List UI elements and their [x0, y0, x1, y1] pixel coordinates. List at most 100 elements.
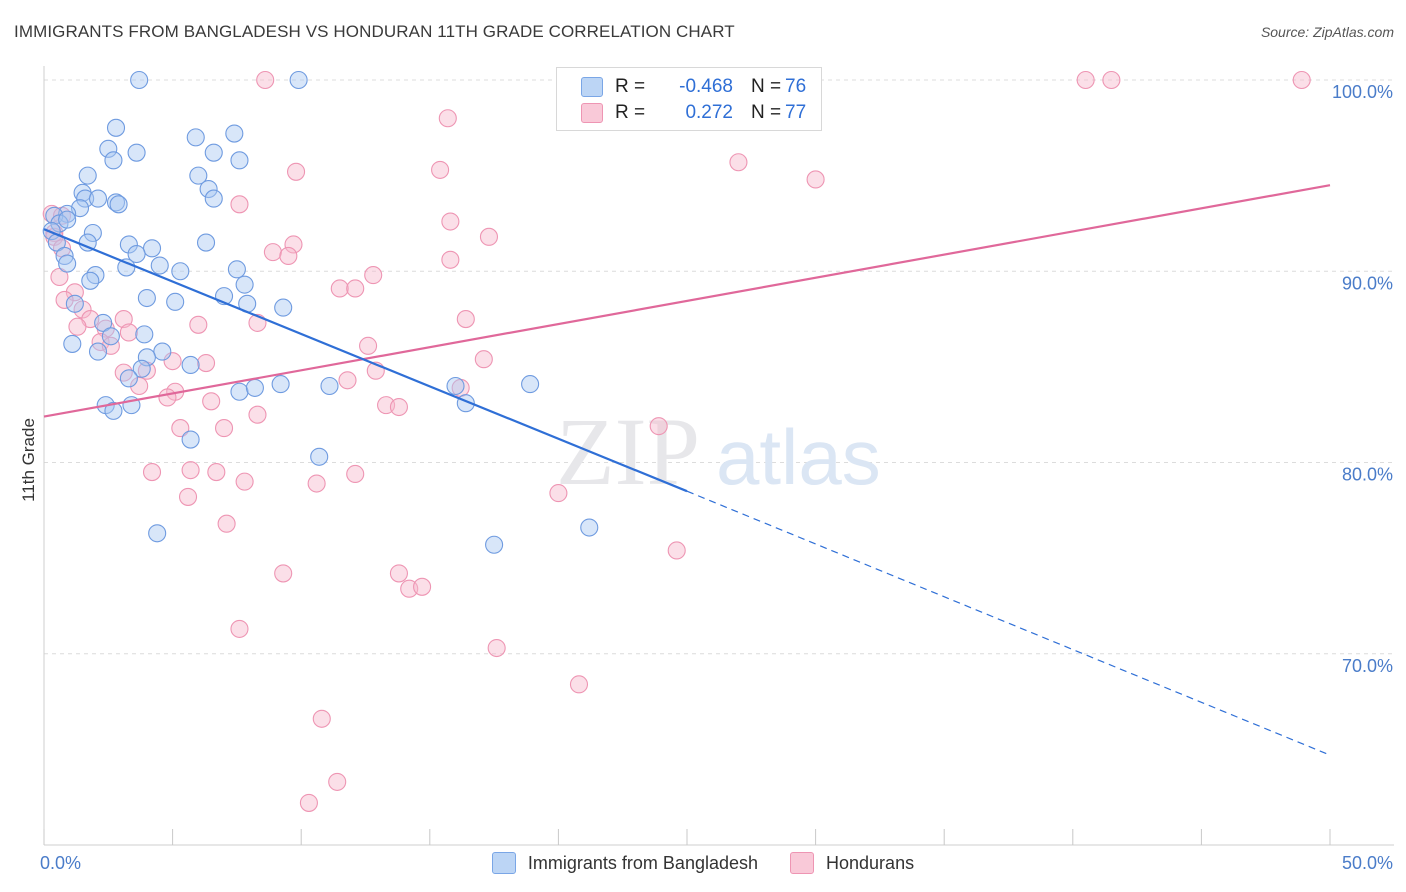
point-hondurans: [438, 109, 457, 128]
trend-line-hondurans: [43, 184, 1331, 418]
legend-n-value: 77: [785, 102, 807, 123]
watermark: ZIP atlas: [556, 398, 881, 505]
source-label: Source: ZipAtlas.com: [1260, 24, 1394, 40]
point-bangladesh: [153, 342, 172, 361]
point-bangladesh: [227, 260, 246, 279]
point-hondurans: [441, 250, 460, 269]
point-bangladesh: [196, 233, 216, 252]
point-bangladesh: [580, 518, 599, 537]
point-bangladesh: [109, 195, 128, 214]
legend-swatch-blue: [491, 852, 516, 874]
legend-swatch-pink: [790, 852, 815, 874]
point-bangladesh: [186, 128, 205, 147]
point-hondurans: [279, 246, 298, 265]
point-bangladesh: [86, 266, 105, 285]
point-bangladesh: [235, 275, 254, 294]
point-hondurans: [248, 405, 267, 424]
point-bangladesh: [225, 124, 244, 143]
point-bangladesh: [485, 535, 504, 554]
point-hondurans: [431, 160, 450, 179]
x-tick-label: 0.0%: [40, 853, 81, 873]
point-hondurans: [274, 564, 293, 583]
point-bangladesh: [204, 143, 223, 162]
point-hondurans: [346, 279, 365, 298]
point-hondurans: [196, 353, 216, 373]
point-bangladesh: [137, 348, 156, 367]
gridlines: [44, 79, 1394, 655]
point-bangladesh: [119, 369, 138, 388]
point-hondurans: [1102, 70, 1121, 90]
point-hondurans: [441, 212, 460, 231]
legend-r-label: R =: [615, 102, 646, 123]
point-bangladesh: [204, 189, 223, 208]
point-bangladesh: [245, 378, 264, 397]
point-hondurans: [235, 472, 254, 491]
point-hondurans: [549, 484, 568, 503]
trend-line-bangladesh: [43, 228, 688, 493]
point-hondurans: [389, 564, 408, 583]
point-hondurans: [284, 235, 303, 254]
point-bangladesh: [42, 222, 61, 241]
point-bangladesh: [117, 258, 136, 277]
point-hondurans: [338, 371, 357, 390]
y-tick-label: 70.0%: [1342, 656, 1393, 676]
point-hondurans: [330, 279, 349, 298]
point-bangladesh: [58, 210, 77, 229]
point-bangladesh: [104, 151, 123, 170]
legend-n-value: 76: [785, 76, 807, 97]
point-hondurans: [328, 772, 347, 791]
point-bangladesh: [106, 118, 126, 137]
legend-swatch-pink: [581, 103, 603, 123]
point-bangladesh: [78, 166, 97, 185]
point-bangladesh: [274, 298, 293, 317]
point-bangladesh: [63, 334, 82, 353]
legend-item-bangladesh: Immigrants from Bangladesh: [491, 852, 759, 874]
point-hondurans: [299, 793, 318, 812]
point-hondurans: [114, 363, 133, 382]
point-hondurans: [178, 487, 198, 506]
point-bangladesh: [104, 401, 123, 420]
y-tick-label: 100.0%: [1332, 82, 1393, 102]
legend-label-bangladesh: Immigrants from Bangladesh: [527, 852, 759, 873]
point-hondurans: [171, 419, 190, 438]
series-bangladesh: [42, 70, 599, 554]
point-hondurans: [202, 392, 221, 411]
point-hondurans: [158, 388, 177, 407]
point-hondurans: [130, 376, 149, 396]
legend-r-label: R =: [615, 76, 646, 97]
y-tick-label: 90.0%: [1342, 273, 1393, 293]
point-bangladesh: [132, 359, 151, 378]
trend-lines: [43, 184, 1331, 756]
point-hondurans: [364, 266, 383, 285]
point-hondurans: [230, 619, 249, 638]
point-bangladesh: [171, 262, 190, 281]
point-hondurans: [230, 195, 249, 214]
point-bangladesh: [230, 151, 249, 170]
point-hondurans: [307, 474, 326, 493]
point-bangladesh: [137, 288, 156, 308]
watermark-atlas: atlas: [716, 413, 881, 501]
point-bangladesh: [271, 375, 290, 394]
point-hondurans: [263, 243, 282, 262]
point-hondurans: [256, 70, 275, 90]
point-bangladesh: [142, 239, 162, 258]
point-hondurans: [667, 541, 686, 560]
legend-r-value: -0.468: [679, 76, 733, 97]
point-bangladesh: [166, 292, 185, 311]
chart-title: IMMIGRANTS FROM BANGLADESH VS HONDURAN 1…: [14, 22, 735, 41]
y-axis-label: 11th Grade: [19, 418, 38, 502]
point-bangladesh: [320, 376, 339, 396]
axes: [43, 66, 1394, 846]
point-hondurans: [114, 310, 133, 329]
point-bangladesh: [94, 313, 113, 332]
point-bangladesh: [289, 70, 308, 90]
tick-labels: 70.0% 80.0% 90.0% 100.0% 0.0% 50.0%: [40, 82, 1393, 873]
point-bangladesh: [88, 189, 108, 208]
point-bangladesh: [181, 355, 200, 375]
y-tick-label: 80.0%: [1342, 465, 1393, 485]
point-bangladesh: [189, 166, 208, 185]
point-bangladesh: [76, 189, 95, 208]
legend-row-bangladesh: R = -0.468 N = 76: [581, 75, 806, 99]
point-hondurans: [389, 397, 408, 417]
